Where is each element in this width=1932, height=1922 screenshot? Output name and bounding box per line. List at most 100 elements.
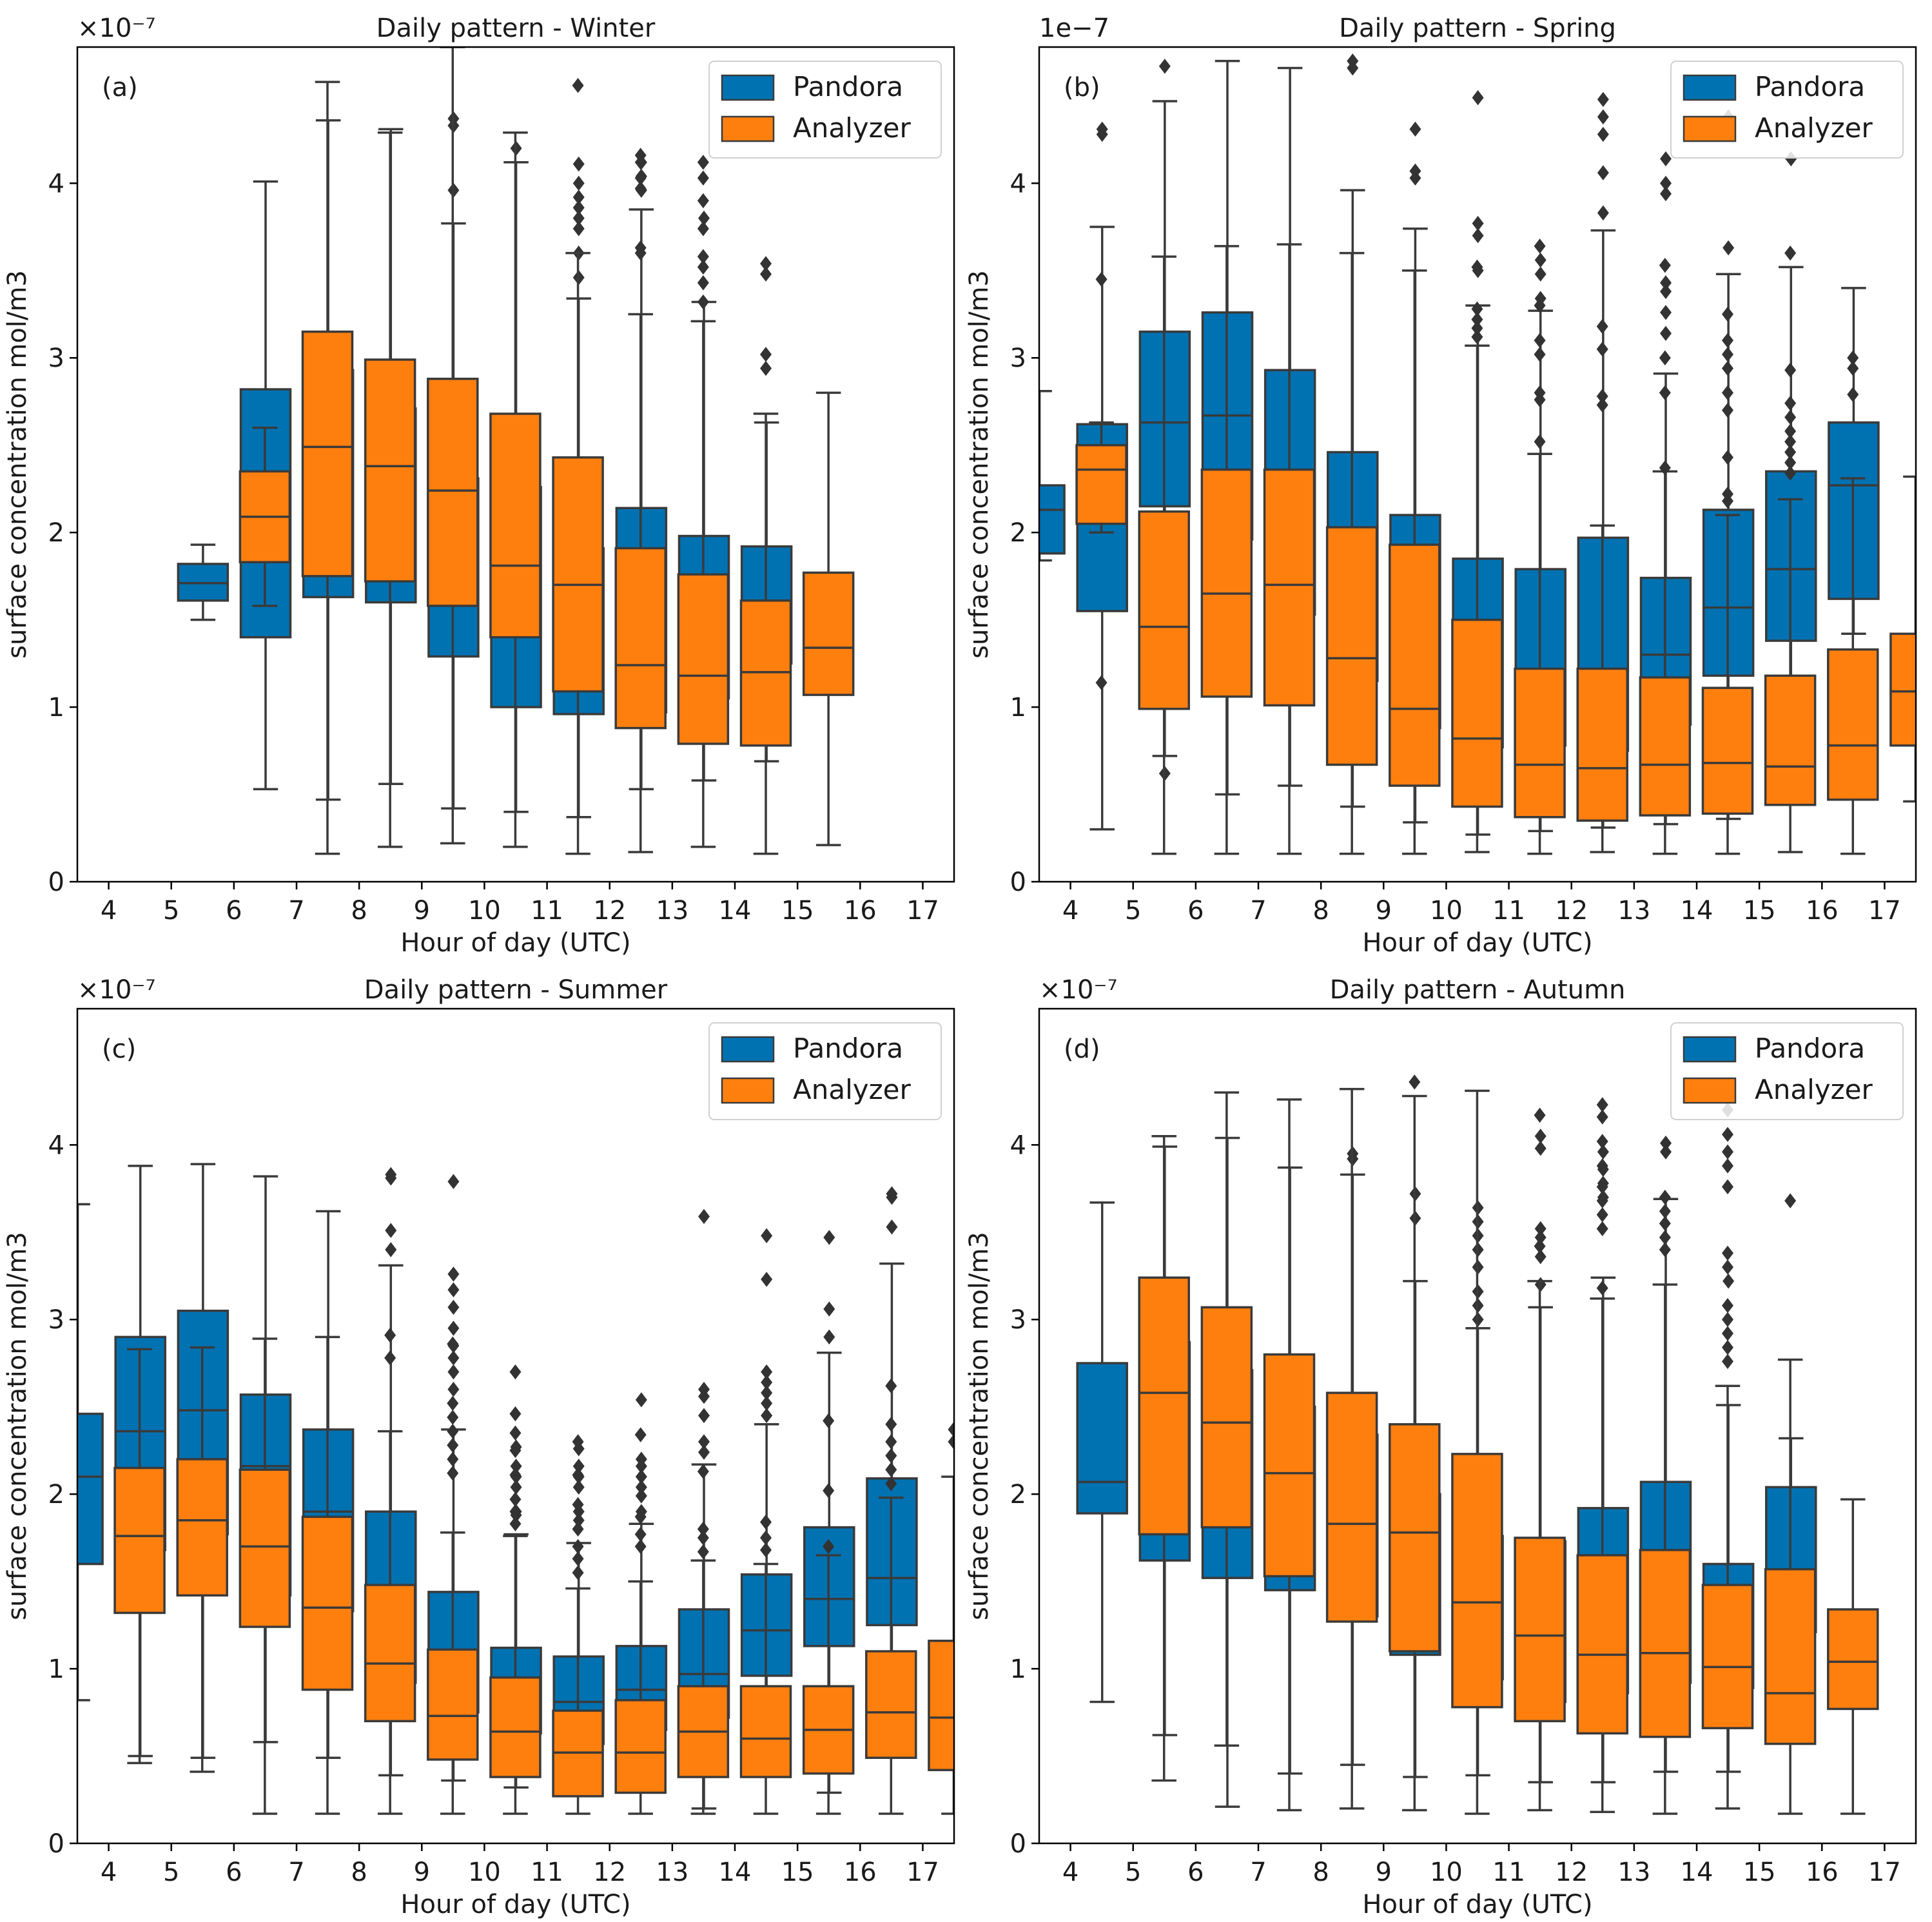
outlier-point bbox=[447, 1336, 459, 1352]
analyzer-box-hour-5 bbox=[1138, 1135, 1190, 1782]
x-tick-label: 7 bbox=[1250, 1858, 1266, 1887]
outlier-point bbox=[698, 210, 710, 226]
analyzer-box-hour-13 bbox=[677, 1464, 730, 1815]
outlier-point bbox=[1096, 121, 1108, 137]
outlier-point bbox=[1534, 266, 1547, 282]
outlier-point bbox=[635, 1392, 647, 1408]
analyzer-box-hour-17 bbox=[1889, 475, 1916, 803]
outlier-point bbox=[634, 240, 647, 256]
outlier-point bbox=[697, 193, 709, 209]
outlier-point bbox=[447, 1381, 460, 1397]
iqr-box bbox=[1075, 443, 1127, 525]
outlier-point bbox=[885, 1434, 897, 1450]
outlier-point bbox=[823, 1483, 835, 1499]
outlier-point bbox=[1722, 1245, 1733, 1261]
x-tick-label: 7 bbox=[1250, 896, 1266, 926]
analyzer-box-hour-7 bbox=[1263, 243, 1316, 855]
analyzer-box-hour-4 bbox=[1075, 271, 1127, 690]
outlier-point bbox=[1472, 215, 1484, 231]
outlier-point bbox=[572, 189, 585, 205]
x-tick-label: 5 bbox=[1125, 1858, 1141, 1887]
y-scale-label: ×10⁻⁷ bbox=[77, 975, 156, 1005]
outlier-point bbox=[509, 1491, 522, 1507]
x-tick-label: 12 bbox=[1555, 896, 1588, 926]
iqr-box bbox=[1263, 1353, 1316, 1578]
x-tick-label: 4 bbox=[101, 896, 117, 926]
outlier-point bbox=[1722, 1127, 1733, 1142]
iqr-box bbox=[427, 377, 479, 607]
iqr-box bbox=[77, 1412, 104, 1566]
x-tick-label: 10 bbox=[1430, 1858, 1463, 1887]
outlier-point bbox=[1659, 460, 1671, 476]
analyzer-box-hour-5 bbox=[176, 1346, 228, 1773]
analyzer-box-hour-12 bbox=[1576, 1097, 1628, 1813]
outlier-point bbox=[761, 1272, 773, 1287]
analyzer-box-hour-16 bbox=[865, 1378, 917, 1815]
y-tick-label: 4 bbox=[48, 1131, 64, 1160]
x-tick-label: 13 bbox=[1617, 1858, 1650, 1887]
x-tick-label: 15 bbox=[1743, 1858, 1776, 1887]
iqr-box bbox=[677, 573, 730, 745]
iqr-box bbox=[552, 456, 604, 693]
plot-area bbox=[77, 1163, 954, 1815]
x-tick-label: 10 bbox=[468, 896, 501, 926]
x-tick-label: 14 bbox=[719, 1858, 752, 1887]
outlier-point bbox=[634, 148, 647, 163]
outlier-point bbox=[384, 1327, 396, 1343]
outlier-point bbox=[697, 1530, 709, 1546]
outlier-point bbox=[1722, 347, 1733, 362]
outlier-point bbox=[447, 1174, 460, 1189]
outlier-point bbox=[509, 1467, 522, 1483]
outlier-point bbox=[697, 1464, 709, 1479]
outlier-point bbox=[1659, 1230, 1671, 1245]
outlier-point bbox=[1534, 333, 1546, 348]
outlier-point bbox=[1534, 347, 1546, 362]
outlier-point bbox=[447, 1395, 459, 1411]
plot-area bbox=[177, 47, 855, 855]
iqr-box bbox=[1200, 468, 1253, 698]
iqr-box bbox=[1514, 1537, 1566, 1723]
outlier-point bbox=[634, 170, 647, 186]
analyzer-box-hour-10 bbox=[1451, 259, 1503, 853]
analyzer-box-hour-12 bbox=[1576, 318, 1628, 853]
x-axis-label: Hour of day (UTC) bbox=[1362, 928, 1592, 958]
iqr-box bbox=[113, 1466, 166, 1615]
outlier-point bbox=[635, 1451, 647, 1467]
outlier-point bbox=[1347, 53, 1359, 69]
outlier-point bbox=[1471, 259, 1483, 275]
outlier-point bbox=[1471, 301, 1483, 317]
iqr-box bbox=[1325, 526, 1378, 766]
outlier-point bbox=[572, 1459, 585, 1474]
axes-frame bbox=[76, 1007, 955, 1845]
legend-label-analyzer: Analyzer bbox=[793, 1074, 911, 1105]
outlier-point bbox=[761, 1375, 773, 1390]
outlier-point bbox=[1471, 311, 1483, 327]
outlier-point bbox=[698, 1408, 710, 1423]
x-axis-label: Hour of day (UTC) bbox=[400, 1890, 630, 1919]
analyzer-box-hour-15 bbox=[1764, 1193, 1817, 1815]
panel-label: (c) bbox=[102, 1034, 136, 1064]
y-tick-label: 3 bbox=[1010, 1305, 1026, 1335]
outlier-point bbox=[760, 1542, 772, 1558]
iqr-box bbox=[1263, 468, 1316, 707]
outlier-point bbox=[697, 221, 709, 237]
outlier-point bbox=[1596, 1179, 1608, 1195]
outlier-point bbox=[509, 1364, 522, 1380]
outlier-point bbox=[509, 1425, 522, 1441]
outlier-point bbox=[1722, 306, 1733, 322]
x-tick-label: 17 bbox=[906, 1858, 939, 1887]
x-tick-label: 4 bbox=[101, 1858, 117, 1887]
legend-label-pandora: Pandora bbox=[793, 71, 903, 102]
y-tick-label: 3 bbox=[48, 344, 64, 373]
outlier-point bbox=[509, 1516, 522, 1531]
x-tick-label: 5 bbox=[163, 896, 179, 926]
outlier-point bbox=[1722, 449, 1733, 465]
axes-frame bbox=[1038, 46, 1917, 883]
legend-swatch-pandora bbox=[1683, 74, 1737, 101]
outlier-point bbox=[1534, 1141, 1547, 1156]
outlier-point bbox=[1534, 434, 1546, 449]
outlier-point bbox=[1722, 240, 1735, 256]
outlier-point bbox=[1597, 126, 1609, 142]
analyzer-box-hour-11 bbox=[1514, 1107, 1566, 1812]
